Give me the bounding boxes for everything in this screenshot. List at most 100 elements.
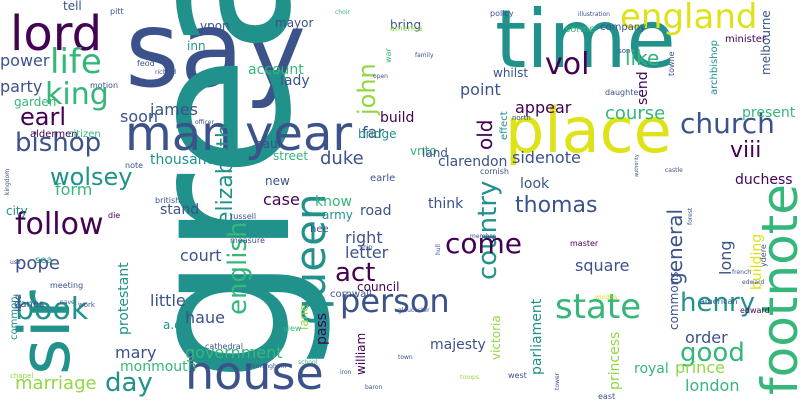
cloud-word: open bbox=[373, 73, 388, 80]
cloud-word: meeting bbox=[50, 281, 84, 290]
cloud-word: measure bbox=[230, 236, 265, 245]
cloud-word: member bbox=[470, 233, 496, 240]
cloud-word: american bbox=[700, 297, 738, 306]
cloud-word: master bbox=[570, 239, 599, 248]
cloud-word: illustration bbox=[578, 11, 610, 18]
cloud-word: chapel bbox=[10, 372, 34, 380]
cloud-word: party bbox=[0, 77, 43, 96]
cloud-word: commons bbox=[667, 271, 681, 330]
cloud-word: king bbox=[45, 77, 109, 112]
cloud-word: choir bbox=[335, 9, 350, 16]
cloud-word: thousand bbox=[150, 152, 216, 168]
cloud-word: year bbox=[245, 106, 353, 162]
cloud-word: state bbox=[555, 287, 642, 327]
cloud-word: note bbox=[125, 161, 144, 170]
cloud-word: town bbox=[398, 354, 413, 361]
cloud-word: troops bbox=[460, 374, 479, 381]
cloud-word: minister bbox=[725, 34, 767, 45]
cloud-word: army bbox=[322, 208, 353, 222]
cloud-word: vol bbox=[545, 47, 590, 82]
cloud-word: think bbox=[428, 196, 464, 212]
cloud-word: person bbox=[340, 282, 450, 320]
cloud-word: appear bbox=[515, 98, 572, 117]
cloud-word: like bbox=[625, 46, 660, 70]
cloud-word: garden bbox=[14, 95, 57, 109]
cloud-word: know bbox=[315, 194, 352, 210]
cloud-word: authority bbox=[634, 154, 640, 177]
cloud-word: bishop bbox=[15, 128, 102, 158]
cloud-word: baron bbox=[365, 384, 383, 391]
cloud-word: sea bbox=[35, 255, 53, 266]
cloud-word: clarendon bbox=[438, 154, 508, 170]
cloud-word: mayor bbox=[275, 16, 314, 30]
cloud-word: stand bbox=[160, 202, 200, 218]
cloud-word: lord bbox=[10, 6, 103, 62]
cloud-word: castle bbox=[665, 167, 683, 174]
cloud-word: cornish bbox=[480, 167, 509, 176]
cloud-word: city bbox=[6, 204, 28, 218]
cloud-word: motion bbox=[90, 81, 119, 90]
cloud-word: daughter bbox=[605, 88, 642, 97]
cloud-word: birmingham bbox=[250, 363, 287, 370]
cloud-word: victoria bbox=[489, 315, 503, 360]
cloud-word: church bbox=[680, 107, 775, 140]
cloud-word: tower bbox=[554, 372, 561, 390]
cloud-word: thomas bbox=[515, 193, 598, 218]
cloud-word: russell bbox=[230, 212, 257, 221]
cloud-word: tell bbox=[63, 0, 82, 13]
cloud-word: time bbox=[495, 0, 676, 86]
cloud-word: far bbox=[362, 123, 385, 142]
cloud-word: man bbox=[125, 106, 232, 162]
cloud-word: say bbox=[125, 0, 307, 111]
cloud-word: good bbox=[680, 338, 745, 368]
cloud-word: road bbox=[360, 203, 392, 219]
cloud-word: sonne bbox=[565, 24, 596, 35]
cloud-word: america bbox=[390, 24, 423, 33]
cloud-word: come bbox=[445, 227, 523, 260]
cloud-word: view bbox=[283, 324, 302, 333]
cloud-word: square bbox=[575, 256, 630, 275]
cloud-word: cathedral bbox=[205, 342, 243, 351]
cloud-word: court bbox=[180, 246, 222, 265]
cloud-word: london bbox=[685, 376, 740, 395]
cloud-word: pope bbox=[15, 253, 60, 274]
cloud-word: paul bbox=[255, 137, 281, 151]
cloud-word: lady bbox=[280, 73, 310, 89]
cloud-word: north bbox=[512, 114, 531, 122]
cloud-word: ship bbox=[360, 244, 373, 251]
cloud-word: ydere bbox=[759, 244, 768, 267]
cloud-word: effect bbox=[499, 111, 510, 140]
cloud-word: majesty bbox=[430, 337, 486, 353]
cloud-word: cornwall bbox=[330, 289, 372, 300]
cloud-word: family bbox=[415, 52, 434, 59]
cloud-word: point bbox=[460, 80, 501, 99]
cloud-word: pass bbox=[314, 312, 330, 345]
cloud-word: duke bbox=[320, 148, 364, 169]
cloud-word: work bbox=[78, 301, 95, 309]
cloud-word: henry bbox=[680, 288, 756, 318]
cloud-word: officer bbox=[195, 119, 214, 126]
cloud-word: pitt bbox=[110, 7, 124, 16]
cloud-word: a.d bbox=[163, 318, 182, 332]
cloud-word: war bbox=[384, 48, 393, 63]
cloud-word: letter bbox=[345, 243, 389, 262]
cloud-word: earle bbox=[370, 173, 396, 184]
cloud-word: kingdom bbox=[4, 168, 11, 195]
cloud-word: policy bbox=[490, 9, 514, 18]
cloud-word: order bbox=[685, 328, 728, 347]
cloud-word: feod bbox=[137, 59, 155, 68]
cloud-word: account bbox=[248, 62, 304, 78]
cloud-word: haue bbox=[185, 308, 225, 327]
cloud-word: wolsey bbox=[50, 163, 133, 191]
cloud-word: parliament bbox=[529, 298, 545, 375]
cloud-word: british bbox=[155, 196, 181, 205]
cloud-word: form bbox=[55, 180, 93, 199]
cloud-word: ibid bbox=[13, 293, 24, 312]
cloud-word: government bbox=[185, 343, 283, 362]
cloud-word: book bbox=[15, 292, 89, 327]
cloud-word: course bbox=[605, 103, 666, 124]
cloud-word: soon bbox=[120, 107, 159, 126]
cloud-word: danes bbox=[14, 299, 45, 310]
cloud-word: house bbox=[185, 346, 324, 400]
